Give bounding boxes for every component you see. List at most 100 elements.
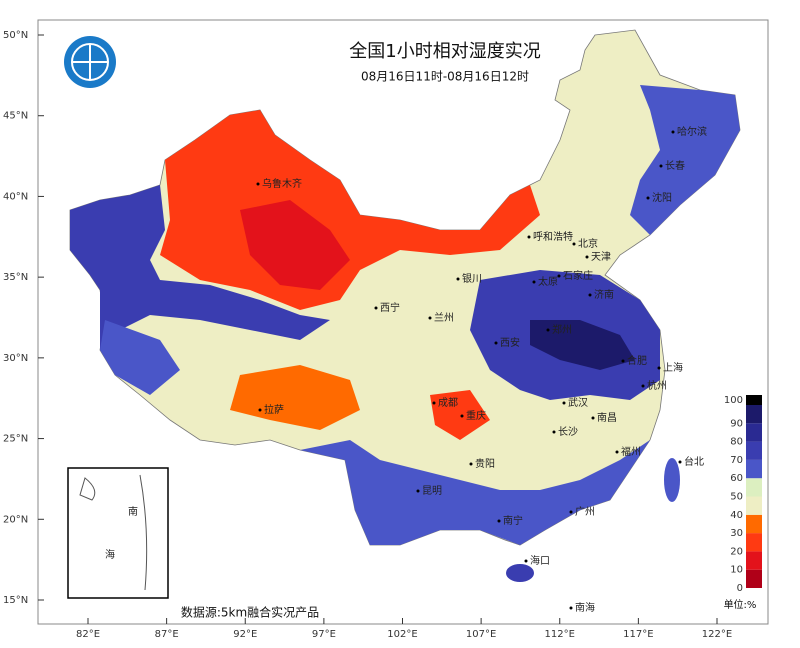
city-label: 南海 bbox=[575, 601, 595, 614]
legend-label: 80 bbox=[730, 437, 743, 448]
city-label: 西安 bbox=[500, 336, 520, 349]
city-label: 兰州 bbox=[434, 311, 454, 324]
legend-label: 20 bbox=[730, 546, 743, 557]
city-dot bbox=[569, 510, 573, 514]
logo bbox=[64, 36, 116, 88]
lat-tick-label: 20°N bbox=[3, 514, 28, 525]
lat-tick-label: 15°N bbox=[3, 595, 28, 606]
lat-tick-label: 35°N bbox=[3, 272, 28, 283]
city-label: 昆明 bbox=[422, 485, 442, 497]
city-label: 呼和浩特 bbox=[533, 231, 573, 243]
dry-tibet bbox=[230, 365, 360, 430]
city-label: 成都 bbox=[438, 397, 458, 409]
lat-tick-label: 50°N bbox=[3, 30, 28, 41]
inset-label: 海 bbox=[105, 548, 115, 561]
legend-label: 10 bbox=[730, 565, 743, 576]
title: 全国1小时相对湿度实况 bbox=[349, 41, 540, 62]
city-dot bbox=[497, 519, 501, 523]
legend-label: 100 bbox=[724, 395, 743, 406]
city-dot bbox=[562, 401, 566, 405]
lon-tick-label: 117°E bbox=[623, 629, 653, 640]
legend-swatch bbox=[746, 423, 762, 442]
legend-swatch bbox=[746, 533, 762, 552]
legend-unit: 单位:% bbox=[724, 598, 757, 611]
wet-northeast bbox=[630, 85, 740, 235]
city-dot bbox=[524, 559, 528, 563]
legend-swatch bbox=[746, 441, 762, 460]
lon-tick-label: 92°E bbox=[233, 629, 257, 640]
legend-label: 30 bbox=[730, 528, 743, 539]
city-label: 广州 bbox=[575, 506, 595, 518]
city-dot bbox=[557, 274, 561, 278]
lon-tick-label: 107°E bbox=[466, 629, 496, 640]
city-dot bbox=[494, 341, 498, 345]
city-dot bbox=[671, 130, 675, 134]
legend-swatch bbox=[746, 551, 762, 570]
city-label: 拉萨 bbox=[264, 403, 284, 416]
lat-tick-label: 30°N bbox=[3, 353, 28, 364]
wet-south bbox=[300, 440, 650, 545]
city-label: 南宁 bbox=[503, 514, 523, 527]
city-dot bbox=[428, 316, 432, 320]
city-label: 武汉 bbox=[568, 396, 588, 409]
city-label: 郑州 bbox=[552, 323, 572, 336]
legend-swatch bbox=[746, 395, 762, 405]
city-label: 太原 bbox=[538, 275, 558, 288]
wet-west bbox=[70, 185, 330, 350]
source: 数据源:5km融合实况产品 bbox=[181, 605, 319, 620]
city-label: 石家庄 bbox=[563, 269, 593, 282]
legend-label: 90 bbox=[730, 418, 743, 429]
legend-swatch bbox=[746, 405, 762, 424]
city-label: 西宁 bbox=[380, 301, 400, 314]
city-dot bbox=[569, 606, 573, 610]
city-dot bbox=[591, 416, 595, 420]
city-dot bbox=[432, 401, 436, 405]
axes: 50°N 45°N 40°N 35°N 30°N 25°N 20°N 15°N 82°E 87°E… bbox=[3, 30, 732, 640]
city-label: 重庆 bbox=[466, 409, 486, 422]
city-label: 台北 bbox=[684, 455, 704, 468]
city-label: 济南 bbox=[594, 288, 614, 301]
city-dot bbox=[659, 164, 663, 168]
taiwan bbox=[664, 458, 680, 502]
city-dot bbox=[646, 196, 650, 200]
legend-label: 70 bbox=[730, 455, 743, 466]
legend: 0 10 20 30 40 50 60 70 80 90 100 bbox=[724, 395, 762, 594]
city-label: 杭州 bbox=[647, 379, 667, 392]
city-label: 海口 bbox=[530, 554, 550, 567]
inset-box bbox=[67, 467, 169, 599]
lat-tick-label: 40°N bbox=[3, 191, 28, 202]
lat-tick-label: 25°N bbox=[3, 434, 28, 445]
lon-tick-label: 87°E bbox=[155, 629, 179, 640]
city-dot bbox=[641, 384, 645, 388]
city-label: 北京 bbox=[578, 237, 598, 250]
lat-tick-label: 45°N bbox=[3, 111, 28, 122]
city-label: 沈阳 bbox=[652, 191, 672, 204]
city-dot bbox=[657, 366, 661, 370]
city-label: 哈尔滨 bbox=[677, 125, 707, 138]
city-dot bbox=[532, 280, 536, 284]
city-dot bbox=[621, 359, 625, 363]
city-dot bbox=[460, 414, 464, 418]
legend-label: 40 bbox=[730, 510, 743, 521]
legend-swatch bbox=[746, 478, 762, 497]
subtitle: 08月16日11时-08月16日12时 bbox=[361, 70, 529, 84]
lon-tick-label: 102°E bbox=[387, 629, 417, 640]
city-dot bbox=[546, 328, 550, 332]
lon-tick-label: 97°E bbox=[312, 629, 336, 640]
city-label: 长春 bbox=[665, 160, 685, 172]
legend-swatch bbox=[746, 496, 762, 515]
city-label: 合肥 bbox=[627, 354, 647, 367]
city-dot bbox=[456, 277, 460, 281]
city-label: 贵阳 bbox=[475, 457, 495, 470]
city-dot bbox=[615, 450, 619, 454]
city-label: 福州 bbox=[621, 445, 641, 458]
city-label: 南昌 bbox=[597, 411, 617, 424]
city-label: 天津 bbox=[591, 251, 611, 263]
legend-swatch bbox=[746, 514, 762, 534]
legend-label: 60 bbox=[730, 473, 743, 484]
city-dot bbox=[469, 462, 473, 466]
city-dot bbox=[256, 182, 260, 186]
city-dot bbox=[258, 408, 262, 412]
